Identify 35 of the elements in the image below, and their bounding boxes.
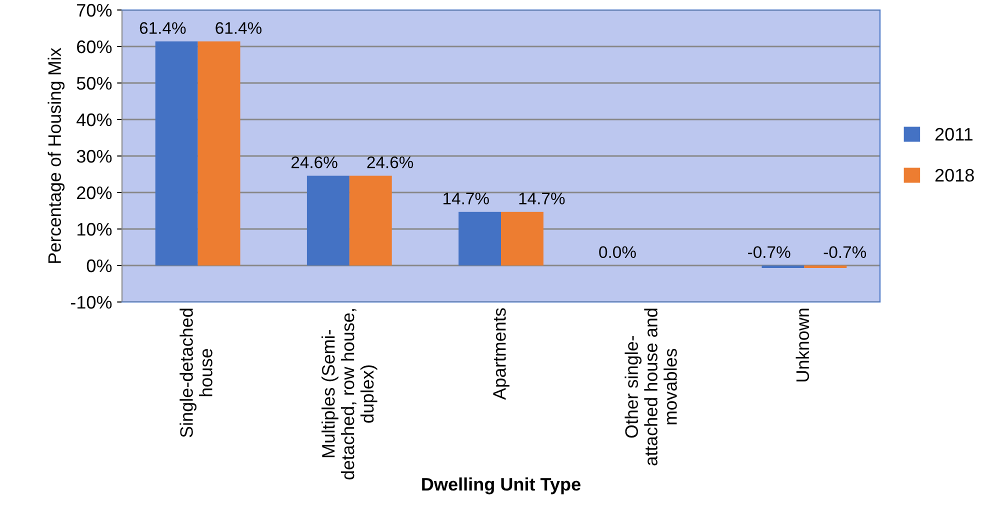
bar [762, 266, 804, 268]
text: 61.4% [140, 22, 186, 34]
bar [198, 41, 240, 266]
x-tick-label: Unknown [796, 308, 810, 382]
x-tick-label: Single-detached house [180, 308, 212, 438]
y-tick-label: 70% [77, 4, 112, 17]
x-axis-title: Dwelling Unit Type [422, 477, 580, 494]
x-tick-label: Multiples (Semi-detached, row house, duplex) [322, 309, 378, 480]
bar [349, 176, 392, 266]
y-tick-label: 0% [86, 259, 112, 272]
text: -0.7% [824, 246, 866, 258]
bar [155, 41, 198, 266]
x-tick-label: Apartments [493, 308, 510, 400]
bar [458, 212, 501, 266]
text: 61.4% [216, 22, 262, 34]
bar [306, 176, 350, 266]
text: 0.0% [599, 246, 636, 258]
y-tick-label: 60% [77, 40, 112, 54]
bar [804, 266, 847, 268]
text: 24.6% [367, 156, 414, 168]
y-tick-label: 50% [76, 76, 112, 90]
y-tick-label: 20% [77, 186, 112, 200]
legend-label: 2011 [935, 128, 972, 141]
legend-label: 2018 [935, 168, 974, 182]
y-tick-label: 40% [76, 113, 112, 126]
text: 24.6% [292, 156, 338, 168]
text: 14.7% [444, 192, 489, 204]
x-tick-label: Other single-attached house and movables [624, 308, 677, 466]
y-axis-title: Percentage of Housing Mix [48, 48, 65, 263]
bar [501, 212, 544, 266]
text: 14.7% [519, 192, 565, 204]
y-tick-label: 10% [78, 222, 112, 236]
y-tick-label: 30% [76, 150, 112, 163]
y-tick-label: -10% [70, 296, 112, 309]
text: -0.7% [748, 246, 790, 258]
